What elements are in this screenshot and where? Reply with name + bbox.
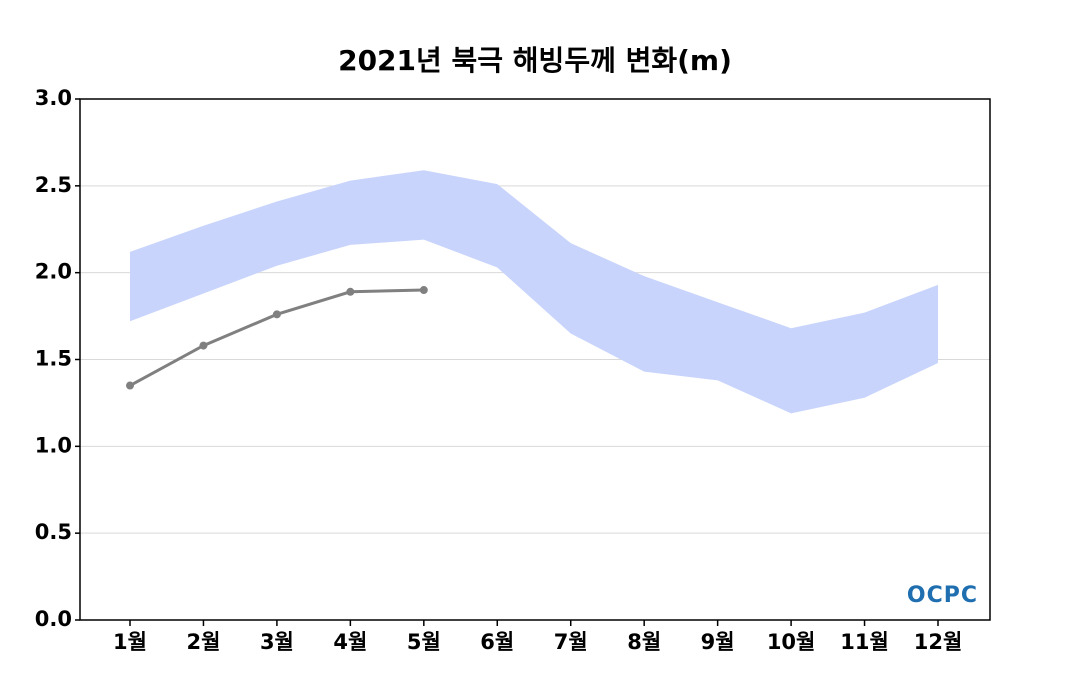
y-tick-label: 2.5 — [35, 173, 72, 197]
x-tick-label: 7월 — [554, 630, 588, 654]
x-tick-label: 5월 — [407, 630, 441, 654]
y-tick-label: 0.5 — [35, 520, 72, 544]
x-tick-label: 8월 — [627, 630, 661, 654]
point — [126, 381, 134, 390]
x-tick-label: 2월 — [186, 630, 220, 654]
y-tick-label: 2.0 — [35, 260, 72, 284]
x-tick-label: 9월 — [701, 630, 735, 654]
y-tick-label: 1.0 — [35, 433, 72, 457]
x-tick-label: 1월 — [113, 630, 147, 654]
y-tick-label: 1.5 — [35, 347, 72, 371]
x-tick-label: 10월 — [767, 630, 816, 654]
chart-title: 2021년 북극 해빙두께 변화(m) — [338, 44, 732, 77]
plot-frame — [79, 98, 991, 621]
point — [272, 310, 281, 319]
x-tick-label: 3월 — [260, 630, 294, 654]
x-tick-label: 12월 — [914, 630, 963, 654]
point — [419, 286, 428, 295]
x-tick-label: 4월 — [333, 630, 367, 654]
y-tick-label: 3.0 — [35, 86, 72, 110]
point — [199, 341, 208, 350]
x-tick-label: 6월 — [480, 630, 514, 654]
logo: OCPC — [907, 583, 978, 608]
range-band — [130, 170, 938, 414]
x-tick-label: 11월 — [840, 630, 889, 654]
y-tick-label: 0.0 — [35, 607, 72, 631]
point — [346, 287, 355, 296]
